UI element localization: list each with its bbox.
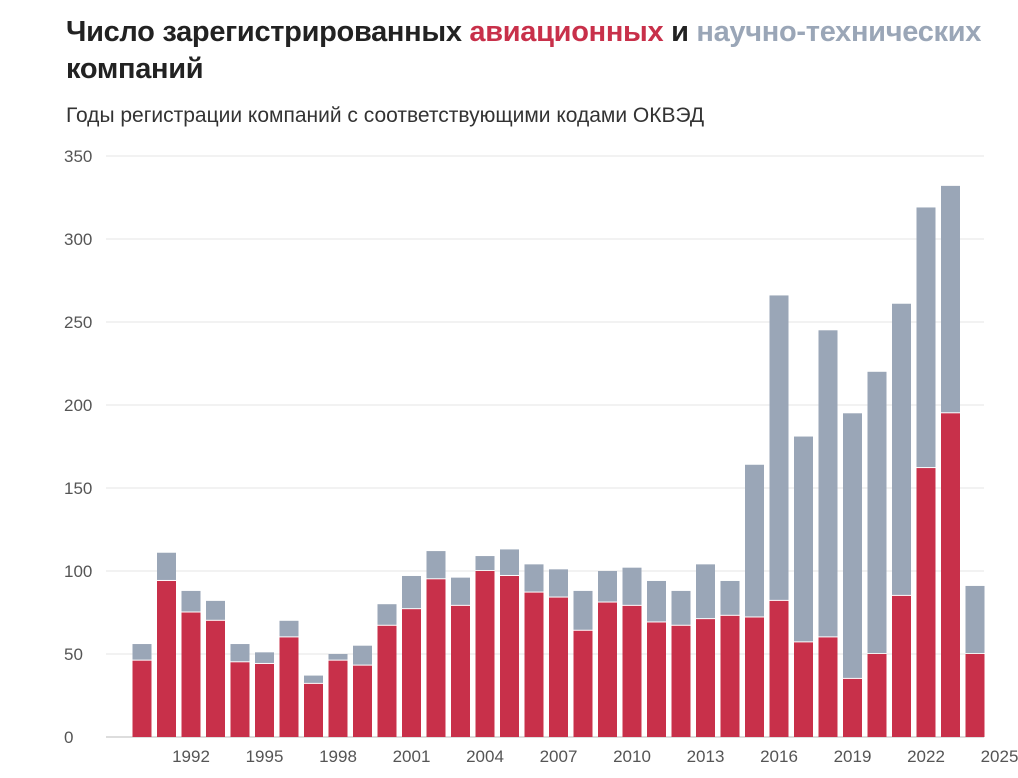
bar-scitech-1993 — [206, 600, 225, 620]
title-part1: Число зарегистрированных — [66, 16, 470, 48]
bar-aviation-2015 — [745, 617, 764, 737]
bar-scitech-2004 — [475, 556, 495, 570]
bar-scitech-2000 — [377, 604, 397, 625]
bar-scitech-2011 — [647, 580, 666, 622]
bar-scitech-2023 — [941, 185, 960, 413]
bar-aviation-2002 — [426, 579, 446, 737]
bar-aviation-2008 — [573, 630, 593, 737]
x-tick-label: 2001 — [393, 747, 431, 766]
title-scitech-highlight: научно-технических — [696, 16, 982, 48]
bar-aviation-2021 — [892, 595, 911, 737]
bar-aviation-2018 — [818, 637, 838, 737]
bar-scitech-2002 — [426, 551, 446, 579]
bar-scitech-1998 — [328, 654, 348, 660]
bar-aviation-1993 — [206, 620, 225, 737]
bar-scitech-2012 — [671, 590, 691, 625]
bar-scitech-2007 — [549, 569, 568, 597]
x-tick-label: 1998 — [319, 747, 357, 766]
bar-aviation-2024 — [965, 654, 985, 737]
bar-scitech-2017 — [794, 436, 813, 642]
y-tick-label: 0 — [64, 728, 73, 747]
bar-aviation-2005 — [500, 575, 519, 737]
bar-scitech-2008 — [573, 590, 593, 630]
bar-aviation-2016 — [769, 600, 789, 737]
bar-aviation-2004 — [475, 571, 495, 737]
x-tick-label: 2010 — [613, 747, 651, 766]
bar-scitech-2013 — [696, 564, 715, 619]
bar-scitech-2022 — [916, 207, 936, 468]
bar-aviation-1998 — [328, 660, 348, 737]
x-tick-label: 2016 — [760, 747, 798, 766]
y-tick-label: 200 — [64, 396, 92, 415]
bar-aviation-2011 — [647, 622, 666, 737]
bar-scitech-2019 — [843, 413, 862, 678]
bar-scitech-2014 — [720, 580, 740, 615]
y-tick-label: 350 — [64, 147, 92, 166]
bar-scitech-2024 — [965, 585, 985, 653]
y-tick-label: 300 — [64, 230, 92, 249]
bar-scitech-2001 — [402, 575, 421, 609]
bar-aviation-1990 — [132, 660, 152, 737]
bar-scitech-2005 — [500, 549, 519, 575]
bar-aviation-2023 — [941, 413, 960, 737]
bar-aviation-2019 — [843, 678, 862, 737]
bar-scitech-1995 — [255, 652, 274, 663]
bar-aviation-2006 — [524, 592, 544, 737]
bar-scitech-1992 — [181, 590, 201, 612]
bar-aviation-1999 — [353, 665, 372, 737]
bar-aviation-1992 — [181, 612, 201, 737]
x-tick-label: 2022 — [907, 747, 945, 766]
bar-scitech-2006 — [524, 564, 544, 592]
bar-scitech-2010 — [622, 567, 642, 605]
bar-scitech-2009 — [598, 571, 617, 602]
y-tick-label: 150 — [64, 479, 92, 498]
bar-aviation-2012 — [671, 625, 691, 737]
bar-scitech-1991 — [157, 552, 176, 580]
x-tick-label: 2019 — [834, 747, 872, 766]
bar-aviation-1991 — [157, 580, 176, 737]
bar-scitech-1997 — [304, 675, 323, 683]
bar-scitech-2016 — [769, 295, 789, 600]
bar-aviation-2003 — [451, 605, 470, 737]
bar-scitech-1999 — [353, 645, 372, 665]
bar-scitech-2015 — [745, 464, 764, 617]
bar-scitech-1996 — [279, 620, 299, 637]
bar-aviation-2020 — [867, 654, 887, 737]
bar-scitech-2003 — [451, 577, 470, 605]
bar-aviation-2001 — [402, 609, 421, 737]
bar-scitech-2020 — [867, 371, 887, 653]
bar-aviation-2014 — [720, 615, 740, 737]
bar-aviation-2013 — [696, 619, 715, 737]
bar-scitech-2021 — [892, 303, 911, 595]
x-tick-label: 2007 — [540, 747, 578, 766]
x-tick-label: 2025 — [981, 747, 1018, 766]
chart-title: Число зарегистрированных авиационных и н… — [66, 14, 986, 88]
title-aviation-highlight: авиационных — [469, 16, 664, 48]
bar-scitech-1990 — [132, 644, 152, 660]
bar-aviation-2010 — [622, 605, 642, 737]
title-part3: компаний — [66, 53, 204, 85]
bar-aviation-1994 — [230, 662, 250, 737]
y-tick-label: 100 — [64, 562, 92, 581]
x-tick-label: 1995 — [246, 747, 284, 766]
bar-scitech-1994 — [230, 644, 250, 662]
bar-aviation-1997 — [304, 683, 323, 737]
chart-subtitle: Годы регистрации компаний с соответствую… — [66, 104, 705, 127]
bar-aviation-2007 — [549, 597, 568, 737]
bar-aviation-2009 — [598, 602, 617, 737]
bar-aviation-1995 — [255, 663, 274, 737]
x-tick-label: 2004 — [466, 747, 504, 766]
x-tick-label: 1992 — [172, 747, 210, 766]
bar-aviation-1996 — [279, 637, 299, 737]
bar-aviation-2017 — [794, 642, 813, 737]
bar-aviation-2022 — [916, 468, 936, 737]
title-part2: и — [663, 16, 697, 48]
bar-aviation-2000 — [377, 625, 397, 737]
y-tick-label: 50 — [64, 645, 83, 664]
y-tick-label: 250 — [64, 313, 92, 332]
bar-scitech-2018 — [818, 330, 838, 637]
x-tick-label: 2013 — [687, 747, 725, 766]
